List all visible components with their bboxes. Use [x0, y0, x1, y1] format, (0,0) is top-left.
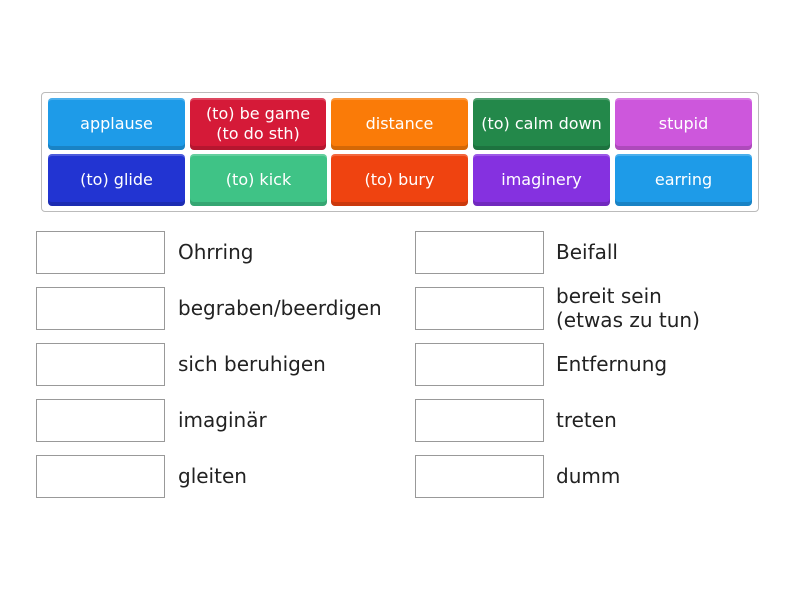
drop-slot[interactable]: [36, 287, 165, 330]
target-label: Entfernung: [556, 352, 668, 376]
word-bank: [41, 92, 759, 212]
target-label: dumm: [556, 464, 621, 488]
draggable-tile[interactable]: distance: [331, 98, 468, 150]
drop-slot[interactable]: [36, 455, 165, 498]
target-label: sich beruhigen: [178, 352, 326, 376]
draggable-tile[interactable]: (to) glide: [48, 154, 185, 206]
draggable-tile[interactable]: (to) be game (to do sth): [190, 98, 326, 150]
draggable-tile[interactable]: (to) kick: [190, 154, 327, 206]
draggable-tile[interactable]: applause: [48, 98, 185, 150]
draggable-tile[interactable]: (to) calm down: [473, 98, 610, 150]
draggable-tile[interactable]: (to) bury: [331, 154, 468, 206]
target-label: treten: [556, 408, 617, 432]
draggable-tile[interactable]: imaginery: [473, 154, 610, 206]
drop-slot[interactable]: [415, 343, 544, 386]
drop-slot[interactable]: [36, 343, 165, 386]
target-label: Ohrring: [178, 240, 254, 264]
drop-slot[interactable]: [415, 455, 544, 498]
drop-slot[interactable]: [415, 231, 544, 274]
drop-slot[interactable]: [415, 399, 544, 442]
draggable-tile[interactable]: stupid: [615, 98, 752, 150]
target-label: gleiten: [178, 464, 247, 488]
target-label: begraben/beerdigen: [178, 296, 382, 320]
target-label: Beifall: [556, 240, 618, 264]
target-label: imaginär: [178, 408, 267, 432]
target-label: bereit sein (etwas zu tun): [556, 284, 700, 332]
drop-slot[interactable]: [36, 231, 165, 274]
drop-slot[interactable]: [415, 287, 544, 330]
drop-slot[interactable]: [36, 399, 165, 442]
draggable-tile[interactable]: earring: [615, 154, 752, 206]
